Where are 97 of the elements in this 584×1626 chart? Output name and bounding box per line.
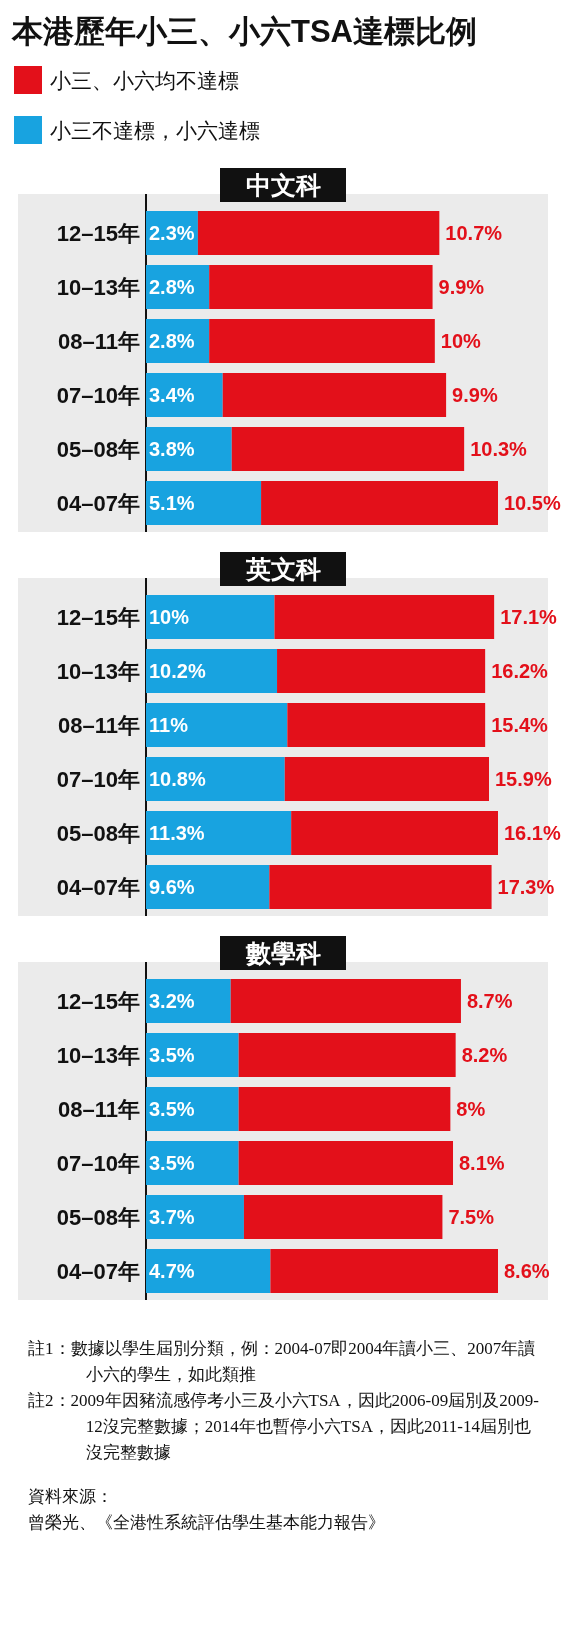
bar [269,865,492,909]
bar [243,1195,443,1239]
data-label: 2.3% [149,222,195,244]
bar [238,1087,451,1131]
data-label: 3.5% [149,1044,195,1066]
bar [238,1141,454,1185]
data-label: 10.8% [149,768,206,790]
bar [291,811,498,855]
data-label: 17.3% [497,876,555,898]
data-label: 10.7% [445,222,503,244]
data-label: 10% [440,330,482,352]
data-label: 3.7% [149,1206,195,1228]
bar [222,373,447,417]
bar [287,703,486,747]
text: 註1：數據以學生屆別分類，例：2004-07即2004年讀小三、2007年讀小六的學生，如此類推 [28,1339,536,1384]
data-label: 16.2% [491,660,549,682]
bar [146,703,288,747]
bar [274,595,495,639]
y-tick-label: 04–07年 [56,875,140,900]
bar [146,1033,239,1077]
data-label: 9.9% [438,276,485,298]
text: 曾榮光、《全港性系統評估學生基本能力報告》 [28,1513,385,1532]
data-label: 8.7% [466,990,513,1012]
data-label: 10% [149,606,190,628]
data-label: 8.6% [504,1260,550,1282]
y-tick-label: 10–13年 [56,659,140,684]
y-tick-label: 08–11年 [58,1097,140,1122]
data-label: 8% [456,1098,486,1120]
y-tick-label: 08–11年 [58,713,140,738]
bar [146,373,223,417]
y-tick-label: 12–15年 [56,605,140,630]
y-tick-label: 07–10年 [56,767,140,792]
data-label: 3.4% [149,384,195,406]
text: 本港歷年小三、小六TSA達標比例 [11,14,477,49]
legend-label: 小三、小六均不達標 [50,69,239,92]
y-tick-label: 12–15年 [56,221,140,246]
bar [146,757,285,801]
bar [146,1087,239,1131]
bar [209,319,435,363]
bar [197,211,440,255]
bar [230,979,461,1023]
bar [146,1249,271,1293]
bar [238,1033,456,1077]
data-label: 10.3% [470,438,528,460]
y-tick-label: 10–13年 [56,1043,140,1068]
text: 註2：2009年因豬流感停考小三及小六TSA，因此2006-09屆別及2009-12沒完整數據；2014年也暫停小六TSA，因此2011-14屆別也沒完整數據 [28,1391,540,1462]
data-label: 8.1% [459,1152,505,1174]
bar [277,649,486,693]
data-label: 8.2% [461,1044,508,1066]
y-tick-label: 12–15年 [56,989,140,1014]
bar [284,757,490,801]
data-label: 10.2% [149,660,206,682]
y-tick-label: 07–10年 [56,1151,140,1176]
bar [146,649,278,693]
data-label: 15.4% [491,714,549,736]
y-tick-label: 05–08年 [56,821,140,846]
y-tick-label: 08–11年 [58,329,140,354]
y-tick-label: 05–08年 [56,437,140,462]
bar [146,979,231,1023]
chart-title: 中文科 [245,172,321,199]
data-label: 9.6% [149,876,195,898]
data-label: 16.1% [504,822,561,844]
bar [146,1141,239,1185]
y-tick-label: 07–10年 [56,383,140,408]
data-label: 4.7% [149,1260,195,1282]
data-label: 7.5% [448,1206,495,1228]
data-label: 11.3% [149,822,205,844]
data-label: 15.9% [495,768,552,790]
data-label: 2.8% [149,330,195,352]
bar [146,481,262,525]
bar [146,811,292,855]
data-label: 3.5% [149,1098,195,1120]
data-label: 3.8% [149,438,195,460]
data-label: 3.5% [149,1152,195,1174]
y-tick-label: 05–08年 [56,1205,140,1230]
bar [146,595,275,639]
data-label: 3.2% [149,990,195,1012]
data-label: 17.1% [500,606,558,628]
chart-title: 英文科 [244,556,321,583]
bar [231,427,465,471]
legend-label: 小三不達標，小六達標 [50,119,260,142]
bar [270,1249,498,1293]
y-tick-label: 04–07年 [56,491,140,516]
y-tick-label: 04–07年 [56,1259,140,1284]
bar [209,265,433,309]
y-tick-label: 10–13年 [56,275,140,300]
bar [146,865,270,909]
chart-title: 數學科 [244,940,321,967]
source-note: 資料來源： [28,1487,113,1506]
data-label: 2.8% [149,276,195,298]
bar [146,427,232,471]
data-label: 11% [149,714,189,736]
bar [146,1195,244,1239]
data-label: 5.1% [149,492,195,514]
data-label: 10.5% [504,492,561,514]
data-label: 9.9% [452,384,498,406]
bar [261,481,498,525]
